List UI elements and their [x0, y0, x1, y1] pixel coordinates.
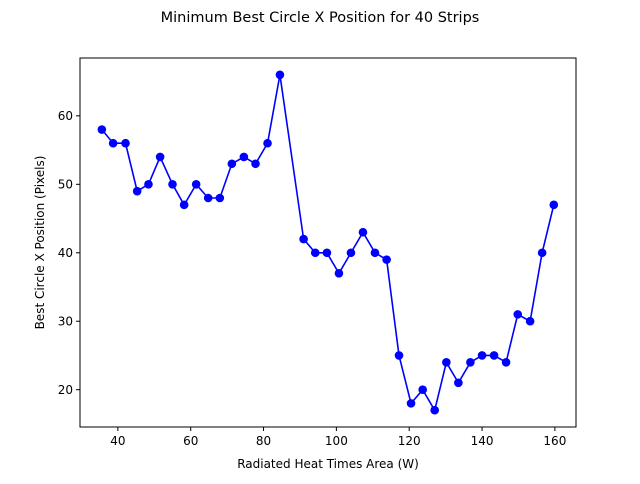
x-tick-label: 120 [398, 434, 421, 448]
data-point [299, 234, 308, 244]
data-point [121, 138, 130, 148]
y-tick-label: 30 [58, 314, 73, 328]
data-point [310, 248, 320, 258]
x-axis-label: Radiated Heat Times Area (W) [237, 457, 419, 471]
data-point [334, 269, 344, 278]
data-point [155, 152, 165, 162]
y-tick-label: 50 [58, 178, 73, 192]
x-tick-label: 160 [543, 434, 566, 448]
data-point [406, 399, 416, 408]
data-point [132, 186, 142, 196]
data-point [346, 248, 356, 258]
data-point [227, 159, 237, 169]
data-point [466, 358, 475, 367]
data-point [358, 227, 368, 237]
y-tick-label: 60 [58, 109, 73, 123]
data-point [382, 255, 391, 264]
data-point [537, 248, 547, 258]
data-point [251, 159, 260, 169]
data-point [418, 385, 427, 394]
x-tick-label: 60 [183, 434, 198, 448]
data-point [275, 70, 285, 80]
series-layer [97, 70, 559, 415]
y-tick-label: 40 [58, 246, 73, 260]
y-tick-label: 20 [58, 383, 73, 397]
data-point [168, 180, 177, 189]
data-point [477, 351, 487, 360]
x-tick-label: 100 [325, 434, 348, 448]
data-point [394, 351, 404, 360]
data-point [215, 193, 225, 203]
data-point [513, 310, 523, 319]
data-point [179, 200, 189, 210]
data-point [191, 180, 201, 189]
data-point [442, 358, 451, 367]
data-point [430, 405, 440, 415]
data-point [525, 316, 535, 326]
data-point [322, 248, 332, 258]
x-tick-label: 140 [471, 434, 494, 448]
x-axis: 40 60 80 100 120 140 160 [110, 427, 566, 448]
y-axis: 20 30 40 50 60 [58, 109, 80, 397]
data-point [549, 200, 559, 210]
data-point [370, 248, 380, 258]
data-point [489, 351, 499, 360]
plot-area: 40 60 80 100 120 140 160 20 30 40 50 60 [58, 57, 577, 448]
x-tick-label: 80 [256, 434, 271, 448]
data-point [108, 138, 118, 148]
data-point [263, 138, 272, 148]
series-line [101, 74, 555, 413]
data-point [203, 193, 213, 203]
x-tick-label: 40 [110, 434, 125, 448]
plot-frame [79, 57, 577, 428]
chart-title: Minimum Best Circle X Position for 40 St… [161, 10, 480, 26]
data-point [501, 358, 511, 367]
y-axis-label: Best Circle X Position (Pixels) [33, 156, 47, 330]
data-point [454, 378, 463, 388]
data-point [144, 180, 153, 189]
data-point [97, 125, 107, 134]
data-point [239, 152, 249, 162]
